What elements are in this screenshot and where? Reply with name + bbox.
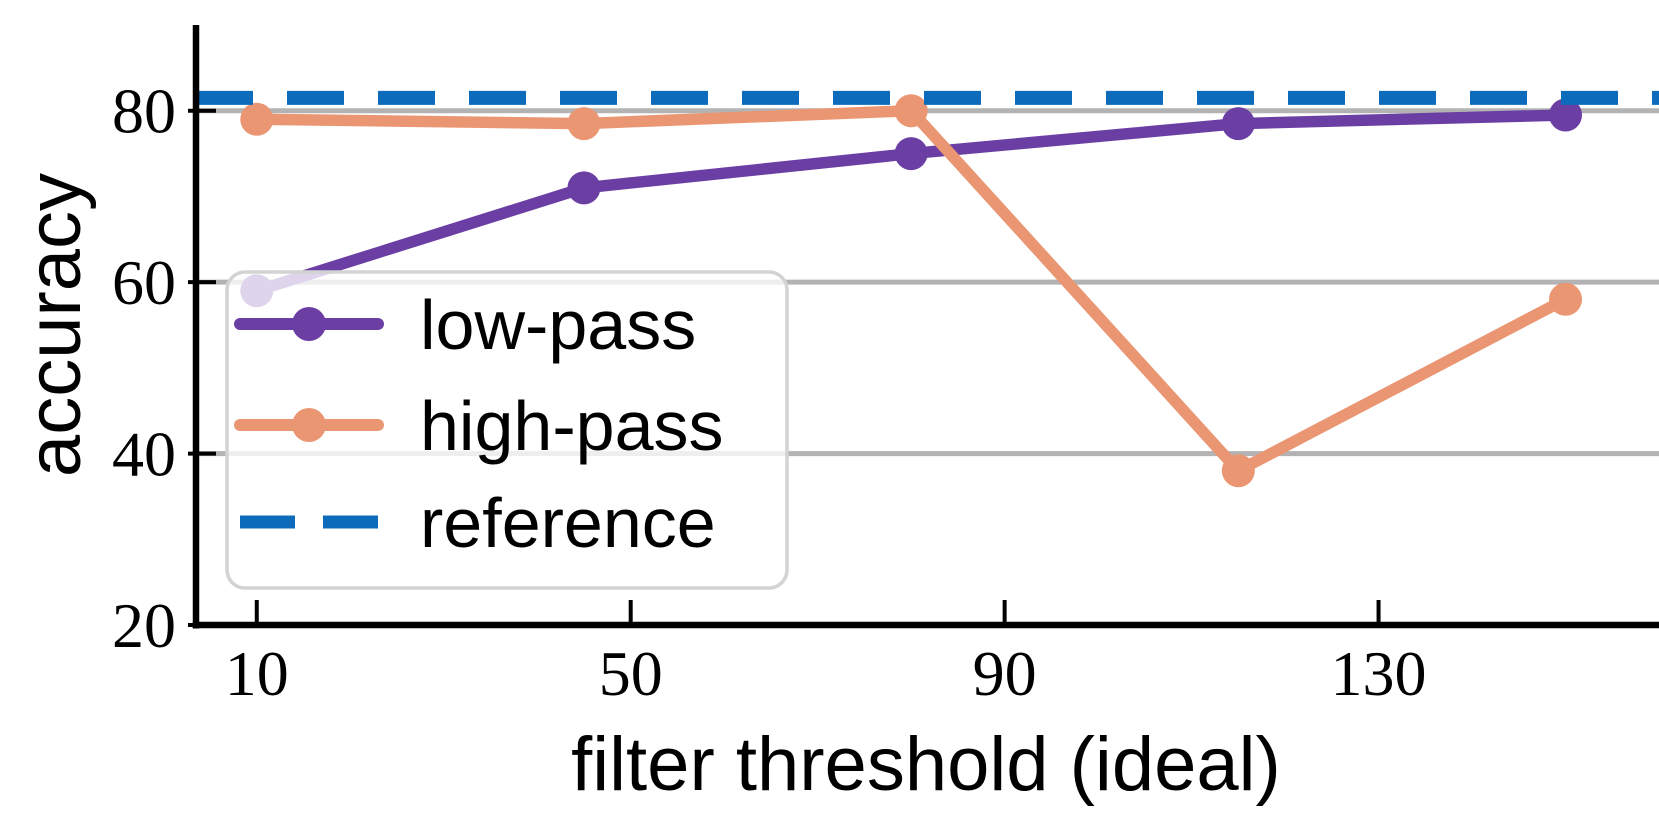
data-point-high-pass (240, 102, 274, 136)
y-tick-label: 80 (112, 76, 176, 147)
data-point-high-pass (1549, 282, 1583, 316)
y-tick-label: 20 (112, 590, 176, 661)
axes (192, 25, 1659, 629)
data-point-high-pass (567, 107, 601, 141)
x-tick-label: 50 (599, 638, 663, 709)
data-point-high-pass (894, 94, 928, 128)
data-point-low-pass (894, 137, 928, 171)
legend-sample-marker-low-pass (292, 307, 326, 341)
legend-frame (225, 270, 789, 590)
y-tick-label: 60 (112, 247, 176, 318)
legend: low-pass high-pass reference (225, 270, 789, 590)
x-tick-label: 90 (973, 638, 1037, 709)
legend-item-low-pass: low-pass (234, 286, 696, 364)
data-point-high-pass (1221, 454, 1255, 488)
x-axis-label: filter threshold (ideal) (571, 722, 1281, 807)
data-point-low-pass (1221, 107, 1255, 141)
legend-item-reference: reference (240, 484, 716, 562)
y-axis-label: accuracy (12, 173, 97, 477)
tick-labels: 10 50 90 130 20 40 60 80 (112, 76, 1427, 709)
legend-sample-marker-high-pass (292, 408, 326, 442)
data-point-low-pass (567, 171, 601, 205)
y-tick-label: 40 (112, 419, 176, 490)
x-tick-label: 10 (225, 638, 289, 709)
legend-item-label: low-pass (420, 286, 696, 364)
data-point-low-pass (1549, 98, 1583, 132)
x-tick-label: 130 (1331, 638, 1427, 709)
tick-marks (188, 108, 1381, 627)
legend-item-high-pass: high-pass (234, 387, 724, 465)
legend-item-label: high-pass (420, 387, 724, 465)
legend-item-label: reference (420, 484, 716, 562)
